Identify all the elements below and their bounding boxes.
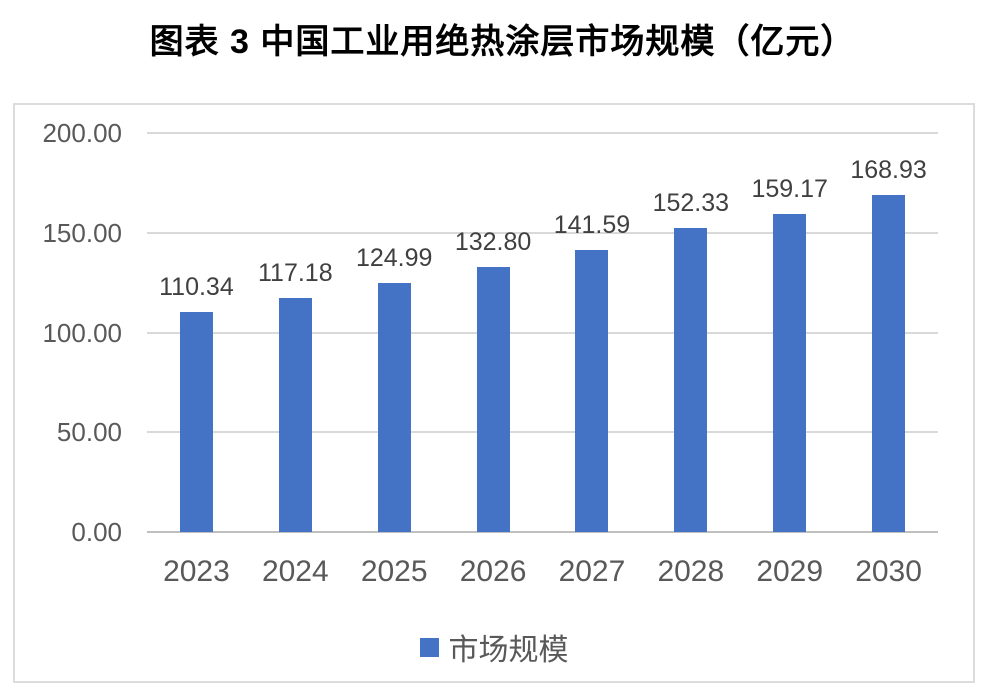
y-tick-label: 50.00 — [56, 417, 122, 448]
bar-value-label: 117.18 — [258, 259, 333, 288]
gridline — [147, 231, 938, 234]
legend-swatch-icon — [419, 637, 439, 657]
x-tick-label: 2023 — [163, 555, 230, 588]
x-tick-label: 2025 — [360, 555, 428, 588]
bar-value-label: 159.17 — [751, 175, 828, 204]
bar-value-label: 132.80 — [454, 228, 532, 257]
chart-title: 图表 3 中国工业用绝热涂层市场规模（亿元） — [149, 23, 856, 61]
gridline — [147, 132, 938, 134]
x-axis-line — [147, 531, 938, 533]
y-tick-label: 0.00 — [71, 517, 122, 547]
y-tick-label: 200.00 — [42, 118, 122, 148]
legend: 市场规模 — [15, 625, 973, 669]
bar-value-label: 152.33 — [652, 189, 730, 218]
x-tick-label: 2029 — [756, 555, 824, 588]
bar — [575, 249, 609, 532]
bar-value-label: 110.34 — [159, 272, 234, 301]
y-tick-label: 100.00 — [42, 317, 122, 348]
bar — [872, 194, 906, 532]
legend-label: 市场规模 — [448, 634, 569, 667]
bar — [674, 228, 708, 532]
bar-value-label: 124.99 — [355, 243, 433, 272]
x-tick-label: 2028 — [657, 555, 725, 588]
bar — [278, 298, 312, 532]
bar-value-label: 141.59 — [553, 210, 631, 239]
bar — [773, 214, 807, 532]
y-tick-label: 150.00 — [42, 217, 122, 248]
chart-area: 市场规模 0.00 50.00 100.00 150.00 200.00 110.34 20… — [13, 103, 975, 683]
x-tick-label: 2027 — [558, 555, 626, 588]
bar-value-label: 168.93 — [850, 155, 927, 184]
x-tick-label: 2024 — [261, 555, 329, 588]
x-tick-label: 2030 — [855, 555, 922, 588]
bar — [476, 267, 510, 532]
gridline — [147, 431, 938, 434]
bar — [377, 282, 411, 532]
gridline — [147, 331, 938, 334]
bar — [179, 311, 213, 532]
x-tick-label: 2026 — [459, 555, 527, 588]
